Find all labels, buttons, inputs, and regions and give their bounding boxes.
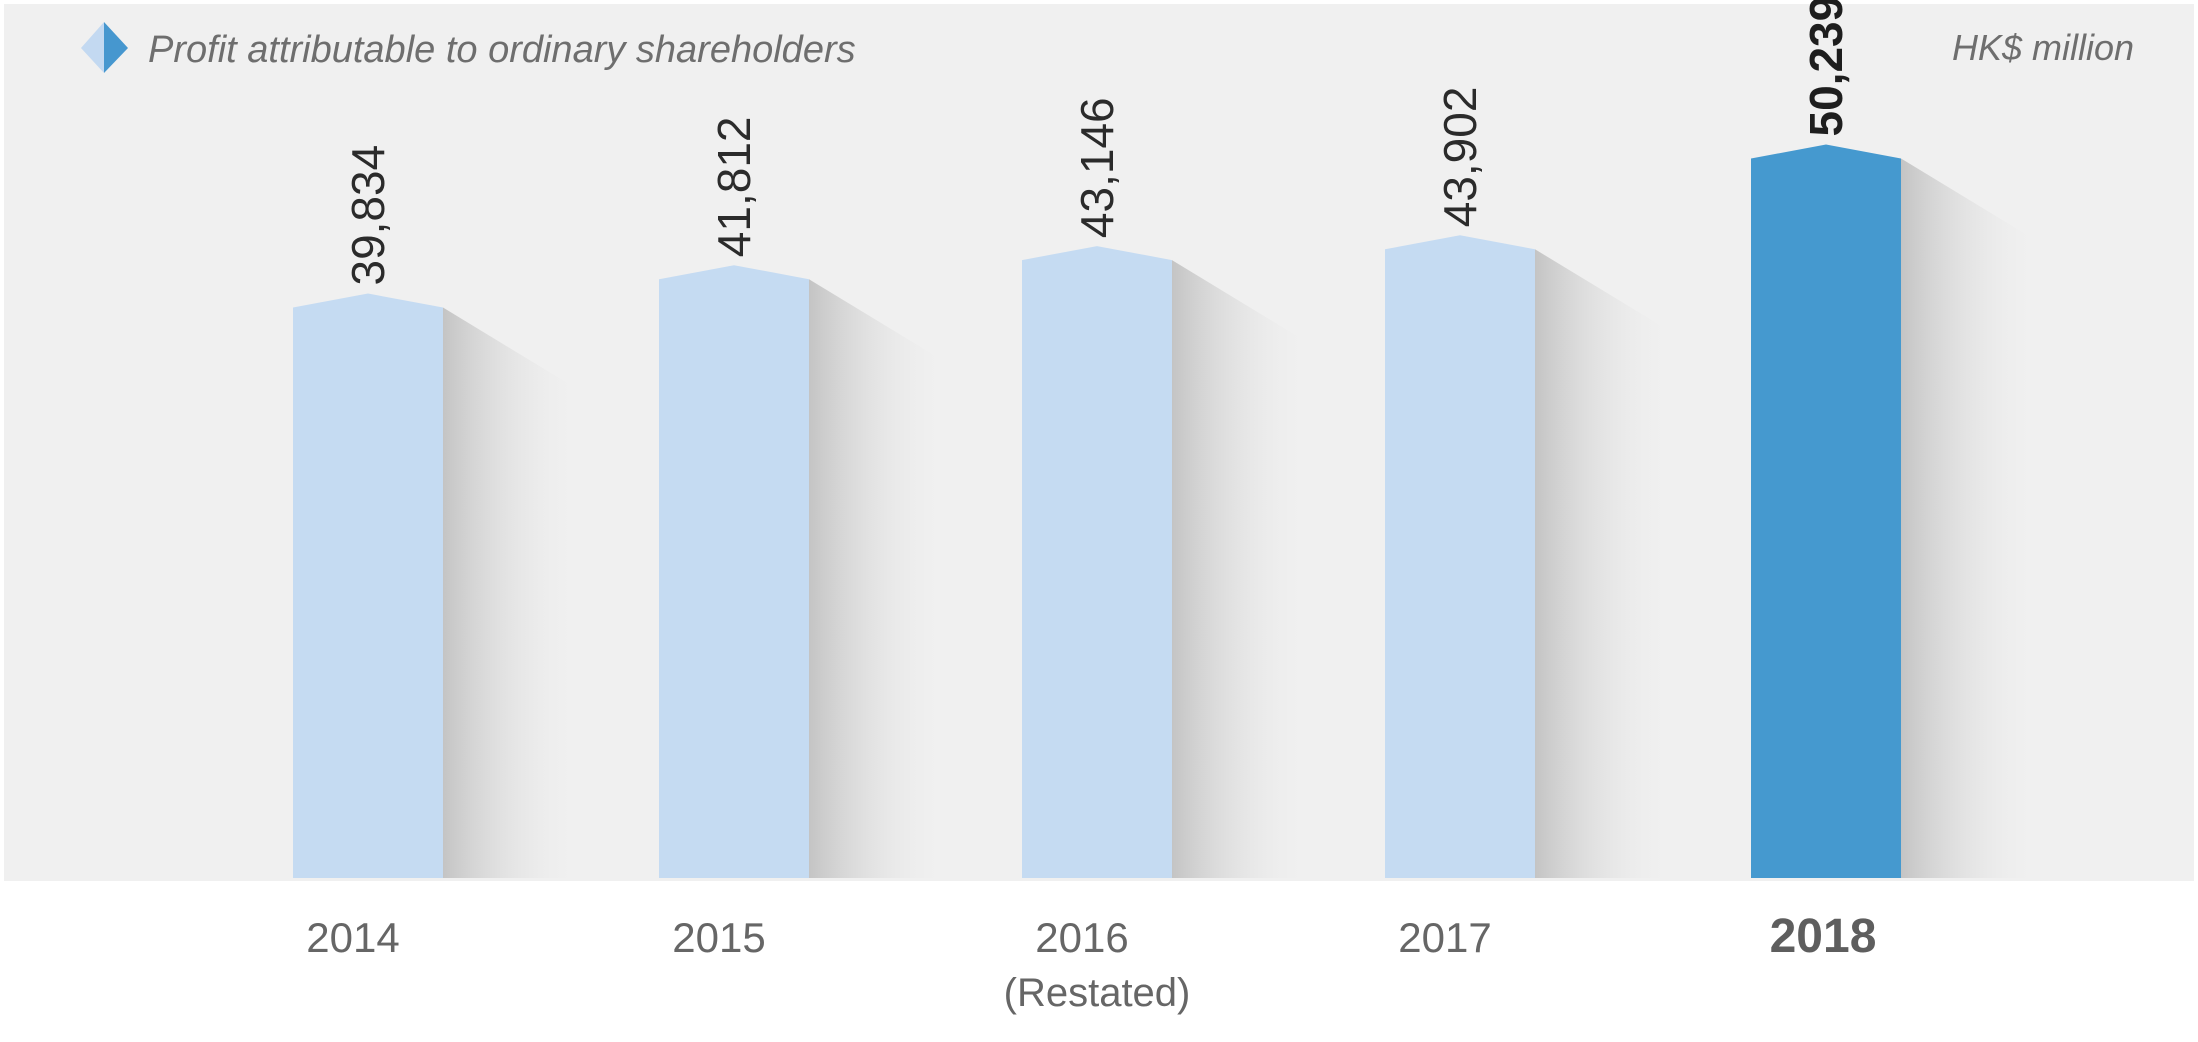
bar-shadow bbox=[1535, 249, 1675, 879]
bar bbox=[1751, 144, 1901, 879]
bar-shadow bbox=[809, 279, 949, 878]
bar-shadow bbox=[1172, 260, 1312, 878]
bars bbox=[293, 144, 2041, 879]
bar-shadow bbox=[443, 307, 583, 878]
unit-label: HK$ million bbox=[1952, 27, 2134, 68]
x-axis-labels: 2014 2015 2016 (Restated) 2017 2018 bbox=[306, 910, 1876, 1015]
bar bbox=[659, 265, 809, 878]
value-labels: 39,834 41,812 43,146 43,902 50,239 bbox=[342, 0, 1852, 286]
x-tick-label: 2014 bbox=[306, 914, 399, 961]
value-label: 41,812 bbox=[708, 116, 760, 257]
bar bbox=[293, 293, 443, 878]
bar-shadow bbox=[1901, 158, 2041, 879]
legend-title: Profit attributable to ordinary sharehol… bbox=[148, 29, 856, 71]
bar bbox=[1385, 235, 1535, 879]
value-label: 39,834 bbox=[342, 145, 394, 286]
value-label: 43,146 bbox=[1071, 97, 1123, 238]
value-label: 50,239 bbox=[1800, 0, 1852, 137]
bar bbox=[1022, 246, 1172, 878]
x-tick-label: 2016 bbox=[1035, 914, 1128, 961]
legend: Profit attributable to ordinary sharehol… bbox=[81, 22, 856, 73]
x-tick-label: 2015 bbox=[672, 914, 765, 961]
x-tick-label: 2017 bbox=[1398, 914, 1491, 961]
diamond-icon bbox=[81, 22, 128, 73]
x-tick-label: 2018 bbox=[1770, 910, 1877, 963]
x-tick-sublabel: (Restated) bbox=[1004, 971, 1191, 1015]
value-label: 43,902 bbox=[1434, 87, 1486, 228]
